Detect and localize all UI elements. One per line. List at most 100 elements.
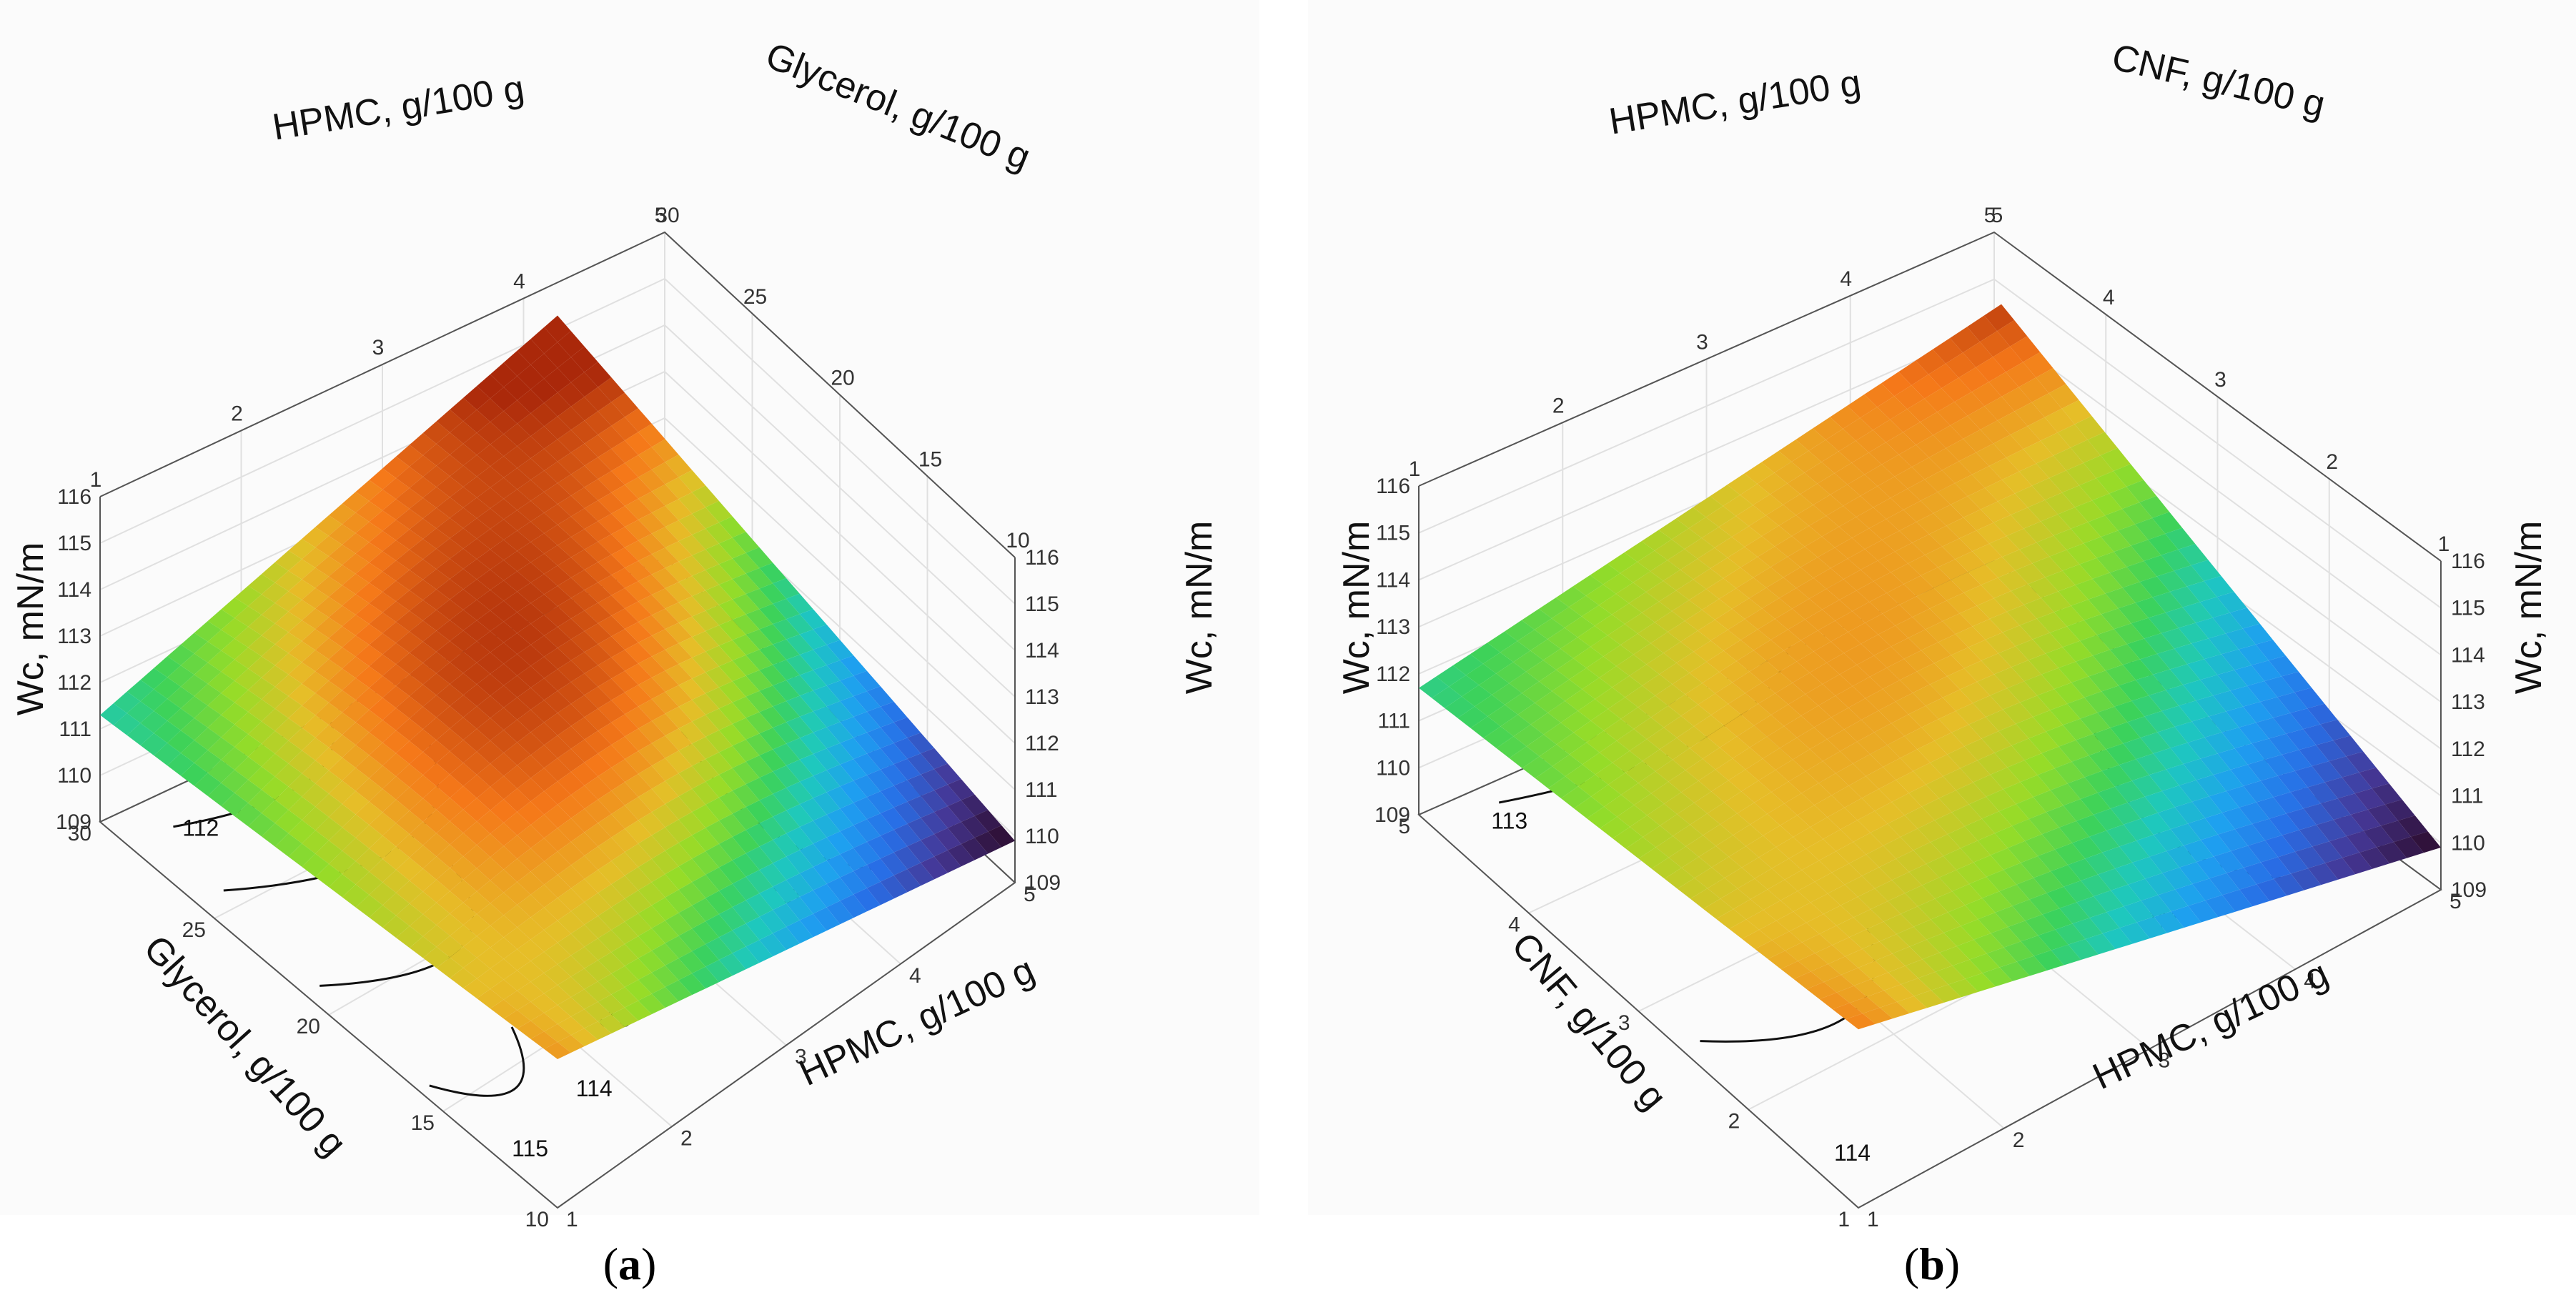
- surface-patch: [638, 882, 665, 905]
- surface-patch: [1539, 744, 1570, 767]
- surface-patch: [1973, 933, 2004, 954]
- surface-patch: [517, 961, 545, 982]
- surface-patch: [1891, 793, 1922, 815]
- surface-patch: [611, 875, 638, 899]
- surface-patch: [1963, 509, 1994, 531]
- surface-patch: [2212, 612, 2243, 634]
- surface-patch: [436, 455, 464, 477]
- surface-patch: [315, 793, 342, 818]
- surface-patch: [477, 786, 504, 810]
- surface-patch: [396, 674, 423, 696]
- surface-patch: [558, 1035, 585, 1053]
- surface-patch: [1470, 716, 1501, 738]
- surface-patch: [558, 331, 585, 357]
- surface-patch: [678, 616, 706, 637]
- surface-patch: [274, 611, 302, 632]
- surface-patch: [2359, 768, 2389, 789]
- surface-patch: [1742, 930, 1773, 949]
- surface-patch: [2033, 871, 2064, 893]
- surface-patch: [745, 712, 773, 734]
- surface-patch: [369, 835, 397, 859]
- surface-patch: [1745, 758, 1776, 781]
- surface-patch: [288, 641, 316, 663]
- surface-patch: [692, 570, 719, 591]
- surface-patch: [436, 662, 464, 685]
- surface-patch: [409, 936, 437, 958]
- surface-patch: [422, 879, 450, 903]
- surface-patch: [1920, 412, 1951, 435]
- surface-patch: [2251, 818, 2282, 840]
- front-x-tick-label: 4: [909, 964, 921, 988]
- surface-patch: [2234, 665, 2265, 686]
- surface-patch: [1638, 695, 1668, 718]
- surface-patch: [530, 594, 558, 615]
- surface-patch: [1827, 729, 1858, 752]
- back-x-tick-label: 2: [231, 402, 243, 426]
- surface-patch: [288, 600, 316, 620]
- surface-patch: [1724, 867, 1755, 889]
- surface-patch: [1848, 698, 1879, 720]
- surface-patch: [355, 755, 383, 778]
- surface-patch: [840, 780, 867, 803]
- surface-patch: [745, 778, 773, 800]
- surface-patch: [544, 690, 571, 713]
- surface-patch: [369, 612, 397, 634]
- surface-patch: [1853, 979, 1884, 997]
- surface-patch: [2174, 565, 2204, 587]
- surface-patch: [369, 720, 397, 743]
- surface-patch: [2299, 825, 2329, 847]
- surface-patch: [1976, 443, 2006, 466]
- surface-patch: [1791, 450, 1822, 473]
- surface-patch: [1646, 653, 1677, 675]
- surface-patch: [544, 943, 571, 965]
- surface-patch: [1946, 439, 1976, 462]
- surface-patch: [1801, 783, 1832, 805]
- surface-patch: [1913, 919, 1944, 940]
- surface-patch: [1720, 736, 1750, 759]
- surface-patch: [2226, 785, 2257, 808]
- surface-patch: [692, 781, 719, 805]
- surface-patch: [759, 793, 786, 817]
- surface-patch: [1901, 978, 1931, 996]
- surface-patch: [678, 721, 706, 744]
- surface-patch: [1913, 763, 1943, 785]
- surface-patch: [1891, 637, 1921, 659]
- surface-patch: [598, 595, 625, 616]
- surface-patch: [665, 582, 693, 602]
- surface-patch: [1702, 672, 1733, 694]
- surface-patch: [2156, 570, 2187, 592]
- surface-patch: [2003, 782, 2033, 805]
- surface-patch: [651, 629, 679, 650]
- surface-patch: [1972, 543, 2003, 565]
- surface-patch: [1943, 768, 1973, 790]
- surface-patch: [692, 851, 719, 875]
- surface-patch: [611, 1007, 638, 1028]
- surface-patch: [678, 858, 706, 883]
- surface-patch: [2020, 775, 2051, 798]
- surface-patch: [1830, 484, 1861, 506]
- surface-patch: [1917, 740, 1948, 763]
- surface-patch: [625, 706, 652, 729]
- surface-patch: [2144, 710, 2175, 733]
- surface-patch: [598, 973, 625, 995]
- surface-patch: [463, 579, 490, 600]
- surface-patch: [866, 881, 894, 905]
- surface-patch: [611, 587, 638, 609]
- surface-patch: [625, 890, 652, 914]
- surface-patch: [2217, 748, 2248, 770]
- surface-patch: [1952, 883, 1983, 905]
- surface-patch: [799, 690, 827, 712]
- surface-patch: [1638, 847, 1669, 869]
- surface-patch: [1840, 741, 1871, 764]
- surface-patch: [651, 484, 679, 506]
- surface-patch: [1930, 676, 1961, 698]
- surface-patch: [1573, 720, 1604, 743]
- surface-patch: [2135, 597, 2166, 618]
- surface-patch: [1881, 455, 1912, 477]
- surface-patch: [813, 792, 841, 815]
- surface-patch: [692, 507, 719, 529]
- surface-patch: [1677, 803, 1708, 825]
- surface-patch: [1466, 663, 1497, 685]
- surface-patch: [611, 782, 638, 805]
